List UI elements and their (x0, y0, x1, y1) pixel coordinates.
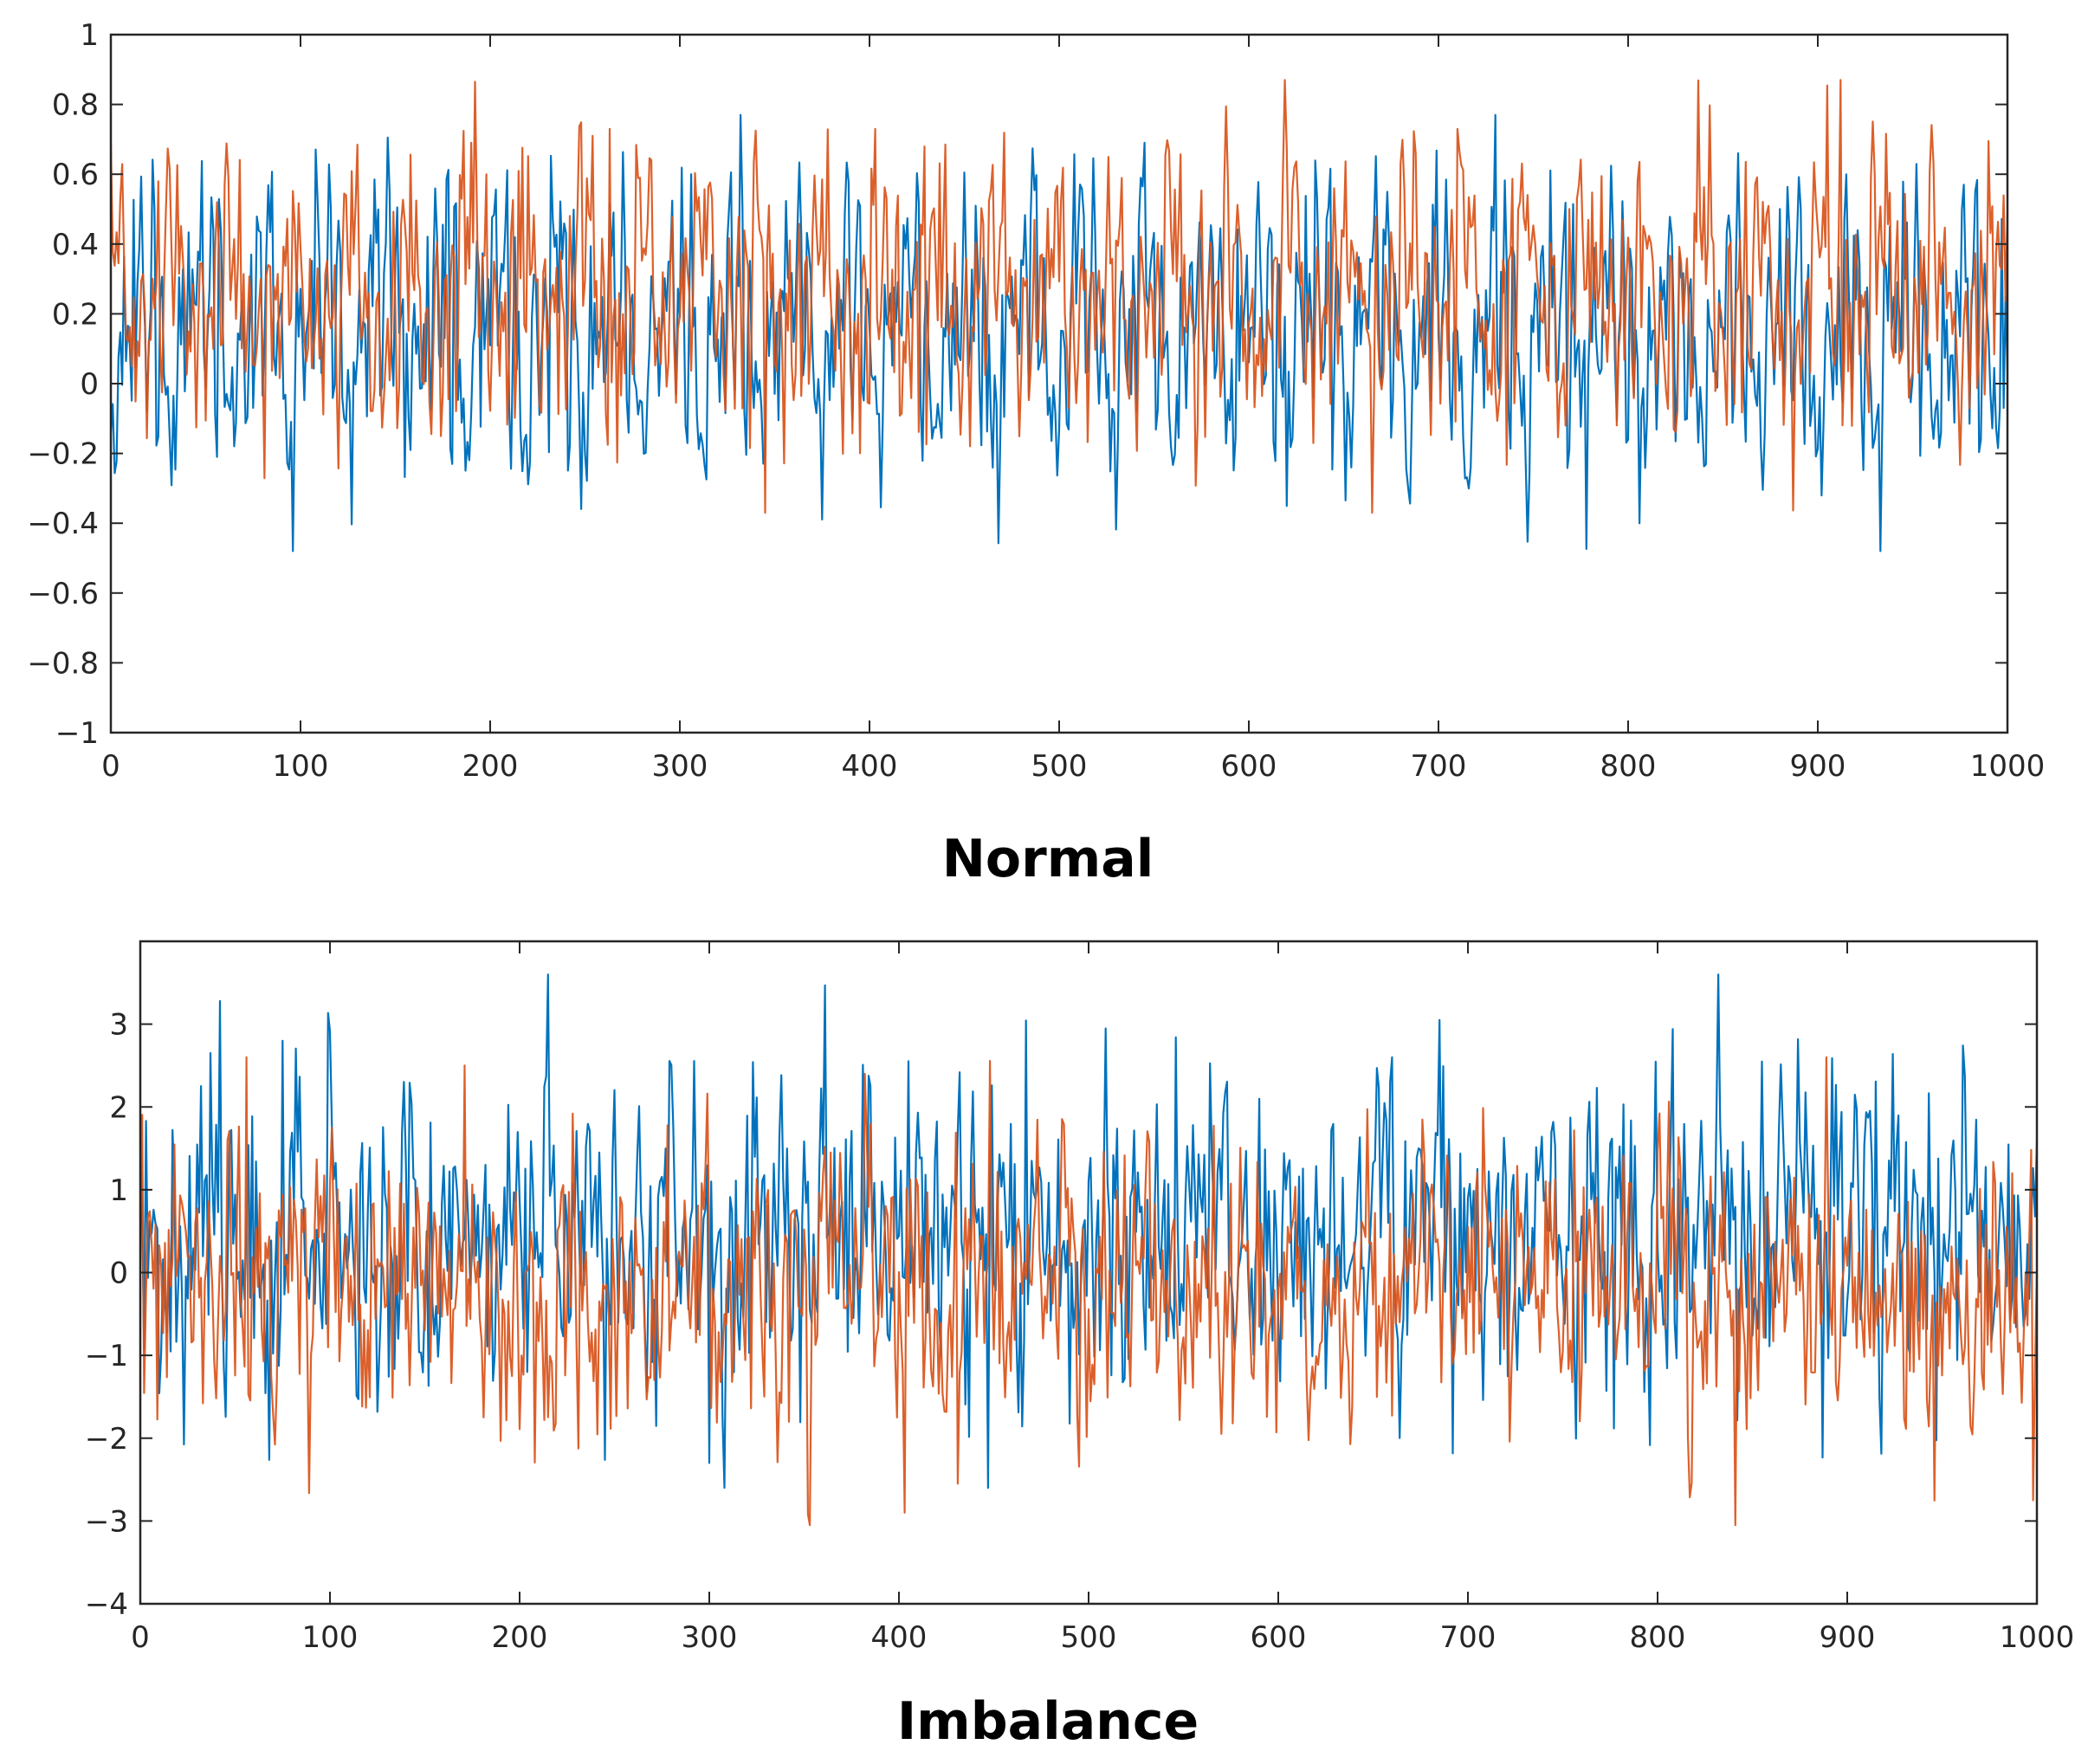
normal-y-tick-label: 1 (80, 18, 99, 53)
imbalance-x-tick-label: 600 (1251, 1620, 1307, 1655)
imbalance-chart-title: Imbalance (897, 1691, 1199, 1752)
imbalance-x-tick-label: 400 (871, 1620, 928, 1655)
normal-series-2-line (109, 79, 2009, 514)
imbalance-x-tick-label: 300 (682, 1620, 738, 1655)
normal-y-tick-label: 0.8 (52, 88, 99, 123)
imbalance-x-tick-label: 1000 (2000, 1620, 2075, 1655)
normal-y-tick-label: −0.2 (27, 437, 99, 472)
normal-y-tick-label: −0.6 (27, 577, 99, 611)
normal-plot-area (109, 79, 2009, 552)
normal-x-tick-label: 200 (462, 749, 519, 784)
imbalance-x-tick-label: 900 (1820, 1620, 1876, 1655)
normal-x-tick-label: 0 (101, 749, 120, 784)
imbalance-ticks: 0 100 200 300 400 500 600 700 800 900 1000 −4 −3 −2 −1… (85, 941, 2074, 1655)
imbalance-plot-area (139, 973, 2039, 1527)
normal-x-tick-label: 700 (1411, 749, 1467, 784)
imbalance-y-tick-label: −2 (85, 1422, 128, 1457)
normal-ticks: 0 100 200 300 400 500 600 700 800 900 1000 −1 −0.8 −0… (27, 18, 2045, 784)
imbalance-y-tick-label: −1 (85, 1339, 128, 1373)
imbalance-y-tick-label: 1 (109, 1173, 128, 1208)
normal-x-tick-label: 100 (273, 749, 329, 784)
imbalance-x-tick-label: 0 (131, 1620, 150, 1655)
normal-series-1-line (109, 113, 2009, 552)
normal-x-tick-label: 400 (842, 749, 898, 784)
normal-x-tick-label: 300 (652, 749, 708, 784)
imbalance-series-2-line (139, 1056, 2039, 1527)
normal-y-tick-label: 0.2 (52, 297, 99, 332)
imbalance-x-tick-label: 100 (302, 1620, 359, 1655)
normal-x-tick-label: 800 (1600, 749, 1657, 784)
normal-x-tick-label: 900 (1790, 749, 1846, 784)
normal-y-tick-label: 0.4 (52, 228, 99, 262)
imbalance-y-tick-label: 2 (109, 1090, 128, 1125)
imbalance-x-tick-label: 800 (1630, 1620, 1686, 1655)
imbalance-y-tick-label: 3 (109, 1008, 128, 1043)
normal-x-tick-label: 1000 (1970, 749, 2046, 784)
normal-chart: 0 100 200 300 400 500 600 700 800 900 1000 −1 −0.8 −0… (27, 18, 2045, 889)
normal-y-tick-label: −0.8 (27, 646, 99, 681)
normal-y-tick-label: 0.6 (52, 158, 99, 192)
imbalance-series-1-line (139, 973, 2039, 1489)
imbalance-y-tick-label: −4 (85, 1587, 128, 1622)
normal-x-tick-label: 600 (1221, 749, 1277, 784)
imbalance-y-tick-label: 0 (109, 1257, 128, 1291)
imbalance-x-tick-label: 500 (1061, 1620, 1117, 1655)
normal-y-tick-label: 0 (80, 367, 99, 402)
imbalance-y-tick-label: −3 (85, 1504, 128, 1539)
imbalance-x-tick-label: 200 (492, 1620, 548, 1655)
imbalance-chart: 0 100 200 300 400 500 600 700 800 900 1000 −4 −3 −2 −1… (85, 940, 2074, 1752)
normal-y-tick-label: −0.4 (27, 507, 99, 541)
normal-chart-title: Normal (942, 829, 1154, 889)
normal-y-tick-label: −1 (55, 716, 99, 751)
normal-x-tick-label: 500 (1031, 749, 1088, 784)
imbalance-x-tick-label: 700 (1440, 1620, 1497, 1655)
